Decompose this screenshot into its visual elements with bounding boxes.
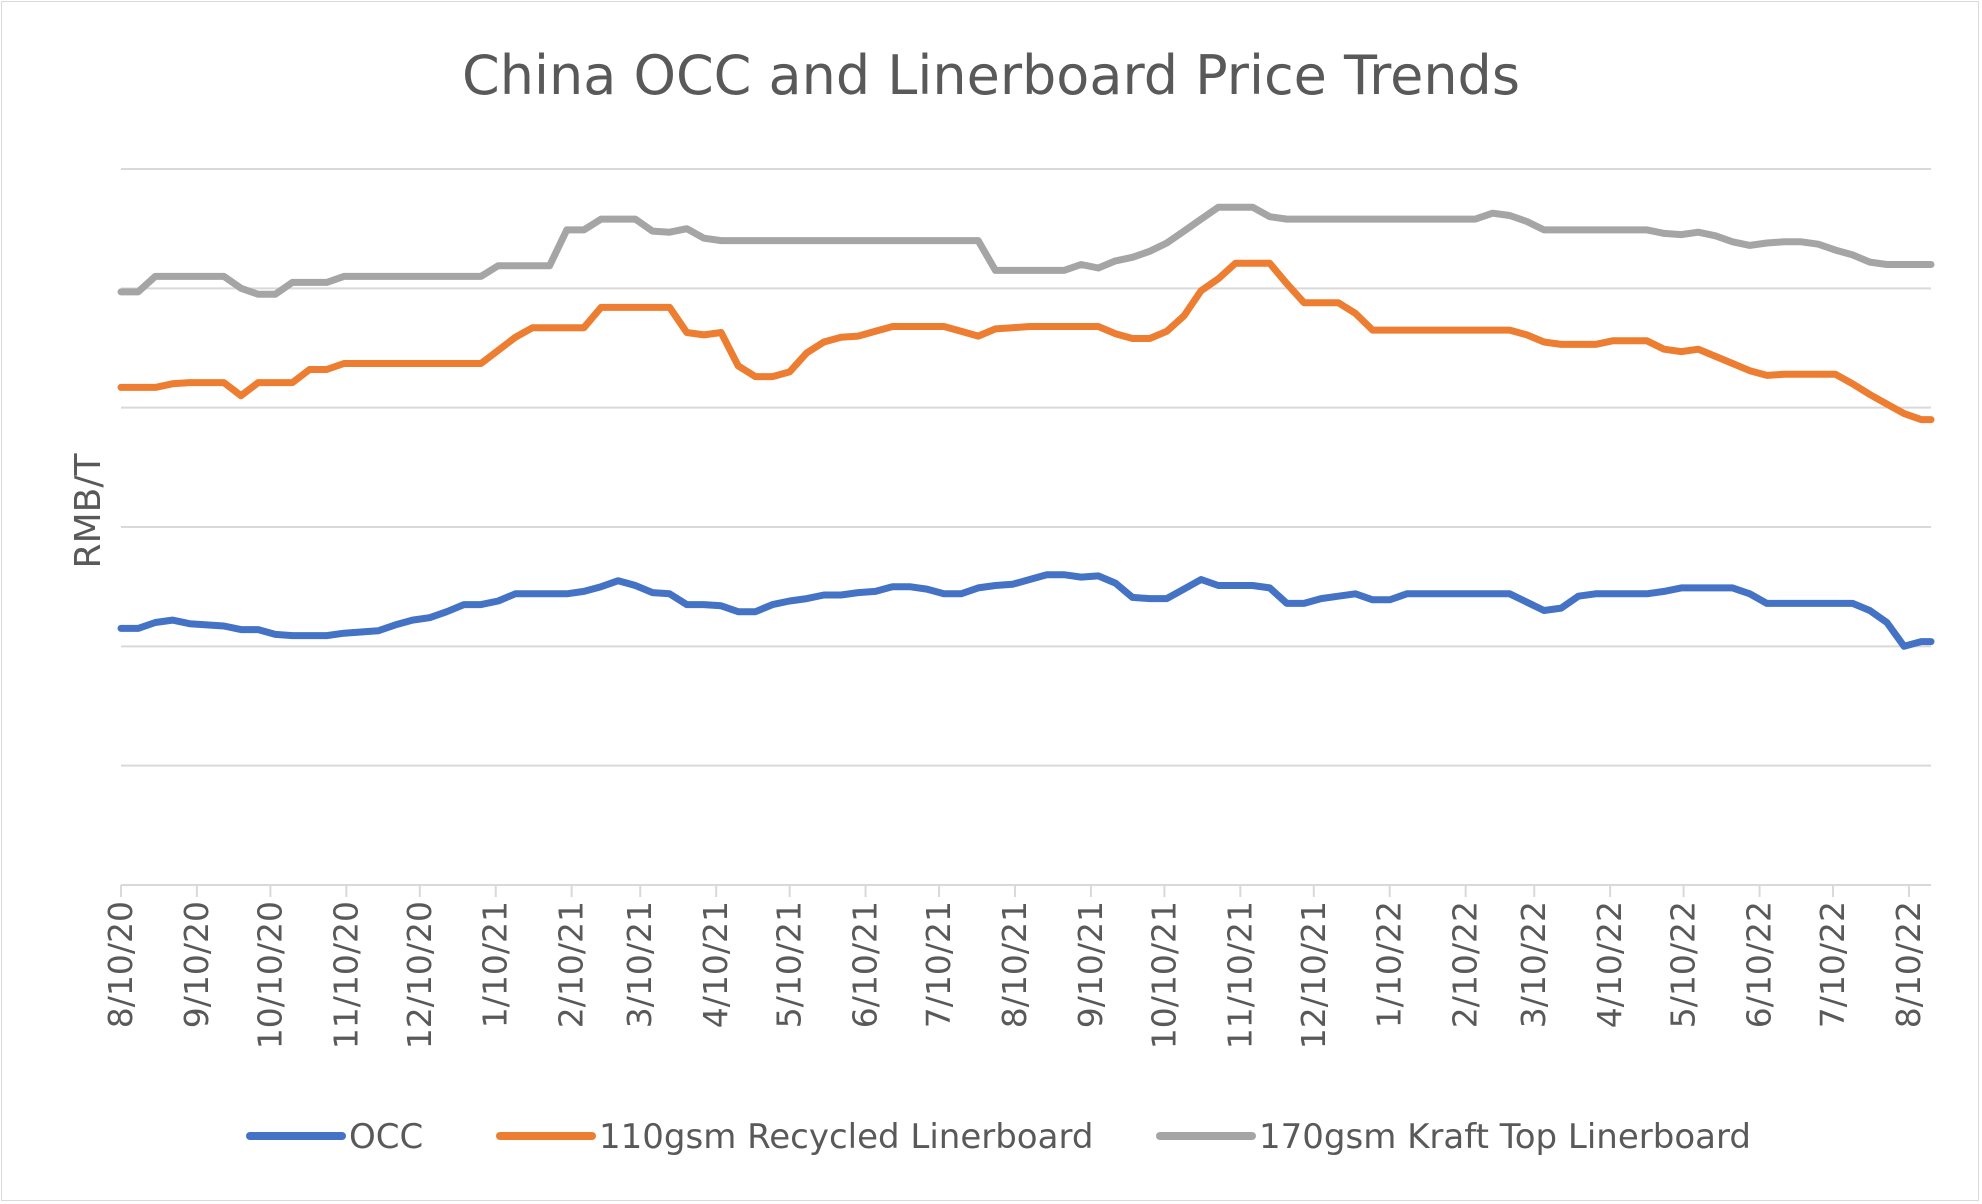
x-tick-label: 1/10/21 [476, 901, 515, 1028]
x-tick-label: 3/10/21 [620, 901, 659, 1028]
legend-label: 110gsm Recycled Linerboard [599, 1117, 1093, 1157]
legend-label: 170gsm Kraft Top Linerboard [1259, 1117, 1751, 1157]
x-tick-label: 9/10/20 [177, 901, 216, 1028]
x-tick-label: 4/10/21 [696, 901, 735, 1028]
series-lines [117, 203, 1935, 650]
gridlines [121, 168, 1931, 767]
x-tick-label: 5/10/22 [1664, 901, 1703, 1028]
x-tick-label: 10/10/21 [1144, 901, 1183, 1049]
series-line-1 [117, 571, 1935, 650]
x-tick-label: 11/10/21 [1220, 901, 1259, 1049]
x-tick-label: 4/10/22 [1590, 901, 1629, 1028]
legend: OCC 110gsm Recycled Linerboard 170gsm Kraf… [246, 1117, 1751, 1157]
x-tick-label: 7/10/21 [919, 901, 958, 1028]
series-line-3 [117, 203, 1935, 298]
legend-label: OCC [349, 1117, 423, 1157]
x-tick-label: 9/10/21 [1071, 901, 1110, 1028]
x-axis: 8/10/20 9/10/20 10/10/20 11/10/20 12/10/20 1/… [101, 884, 1931, 1049]
x-tick-label: 3/10/22 [1514, 901, 1553, 1028]
x-tick-label: 8/10/20 [101, 901, 140, 1028]
x-tick-label: 10/10/20 [250, 901, 289, 1049]
series-line-2 [117, 259, 1935, 424]
x-tick-label: 6/10/22 [1740, 901, 1779, 1028]
x-tick-label: 6/10/21 [846, 901, 885, 1028]
x-tick-label: 8/10/22 [1889, 901, 1928, 1028]
chart-title: China OCC and Linerboard Price Trends [462, 44, 1520, 107]
x-tick-label: 5/10/21 [770, 901, 809, 1028]
x-tick-label: 11/10/20 [326, 901, 365, 1049]
x-tick-label: 1/10/22 [1370, 901, 1409, 1028]
x-tick-label: 7/10/22 [1813, 901, 1852, 1028]
x-tick-label: 12/10/21 [1294, 901, 1333, 1049]
x-tick-label: 8/10/21 [995, 901, 1034, 1028]
x-tick-label: 2/10/22 [1446, 901, 1485, 1028]
y-axis-label: RMB/T [68, 453, 109, 569]
x-tick-label: 2/10/21 [552, 901, 591, 1028]
x-tick-label: 12/10/20 [400, 901, 439, 1049]
